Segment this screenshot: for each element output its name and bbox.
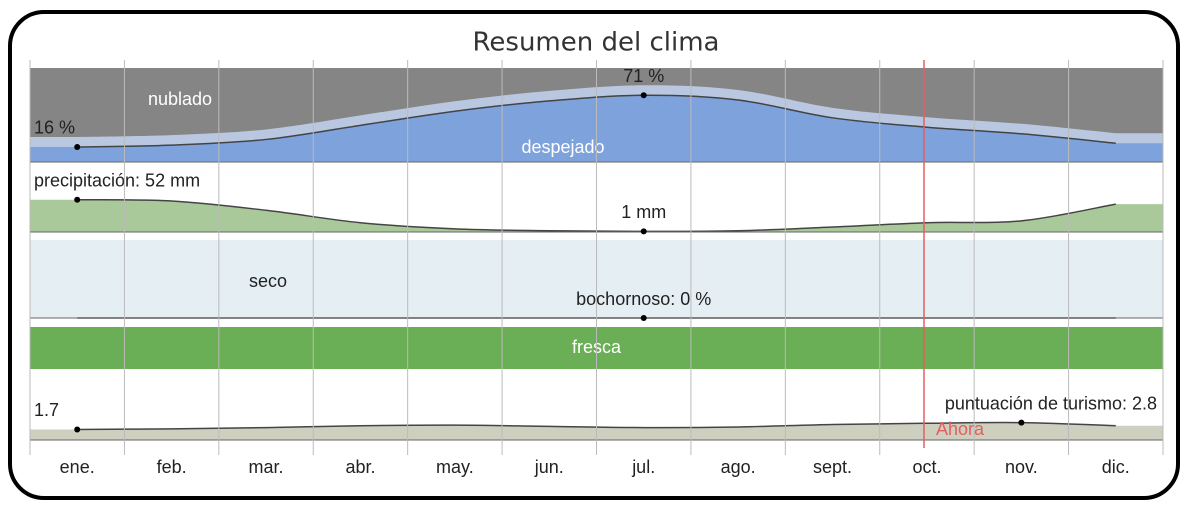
value-label: 71 %	[623, 66, 664, 86]
x-tick-label: may.	[436, 457, 474, 477]
band-label: seco	[249, 271, 287, 291]
x-tick-label: ene.	[60, 457, 95, 477]
now-label: Ahora	[936, 419, 985, 439]
chart-title: Resumen del clima	[473, 28, 720, 58]
value-label: 16 %	[34, 118, 75, 138]
point	[1018, 419, 1025, 426]
x-tick-label: jun.	[534, 457, 564, 477]
point	[640, 315, 647, 321]
value-label: puntuación de turismo: 2.8	[945, 393, 1157, 413]
x-tick-label: abr.	[345, 457, 375, 477]
x-tick-label: feb.	[157, 457, 187, 477]
point	[74, 426, 81, 433]
x-tick-label: oct.	[912, 457, 941, 477]
band-label: nublado	[148, 89, 212, 109]
x-tick-label: jul.	[631, 457, 655, 477]
band-label: despejado	[521, 137, 604, 157]
value-label: bochornoso: 0 %	[576, 289, 711, 309]
point	[74, 143, 81, 150]
value-label: 1 mm	[621, 202, 666, 222]
x-tick-label: dic.	[1102, 457, 1130, 477]
x-tick-label: sept.	[813, 457, 852, 477]
value-label: 1.7	[34, 400, 59, 420]
point	[640, 228, 647, 235]
x-tick-label: nov.	[1005, 457, 1038, 477]
point	[640, 92, 647, 99]
x-tick-label: mar.	[249, 457, 284, 477]
point	[74, 196, 81, 203]
value-label: precipitación: 52 mm	[34, 171, 200, 191]
x-tick-label: ago.	[721, 457, 756, 477]
